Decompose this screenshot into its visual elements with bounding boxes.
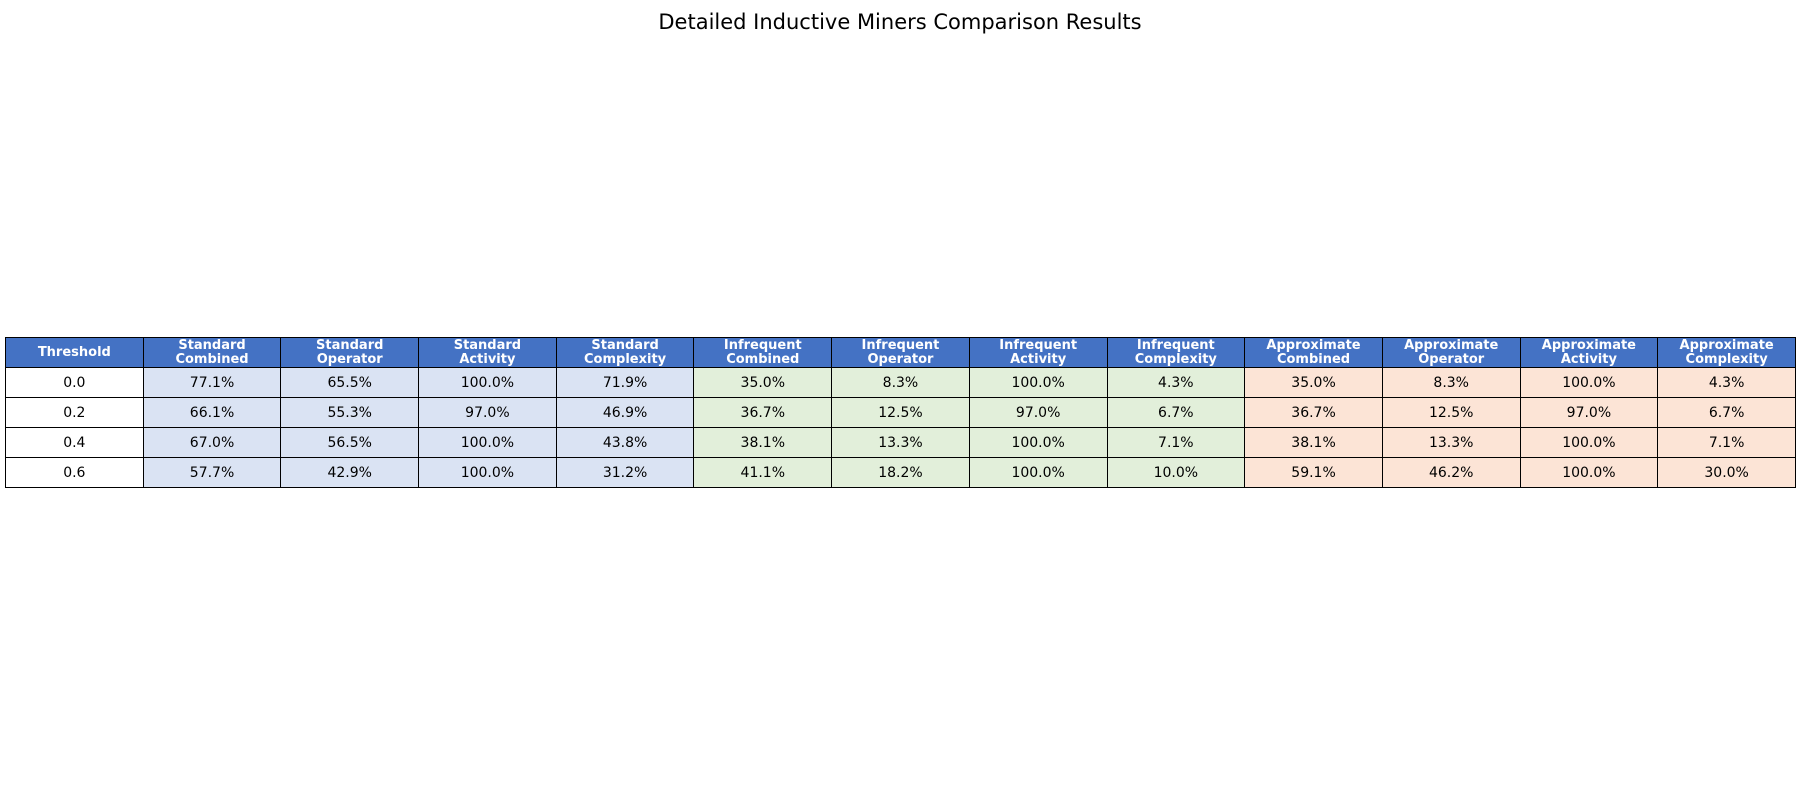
table-cell-standard: 71.9% [555,367,695,398]
table-cell-approximate: 4.3% [1657,367,1796,398]
table-cell-standard: 67.0% [142,427,282,458]
table-cell-standard: 100.0% [418,457,557,488]
column-header-line1: Approximate [1679,337,1774,353]
column-header-standard-activity: Standard Activity [418,337,557,368]
threshold-cell: 0.2 [5,397,144,428]
column-header-line2: Combined [1276,351,1351,367]
table-cell-standard: 46.9% [555,397,695,428]
column-header-infrequent-combined: Infrequent Combined [693,337,833,368]
table-body: 0.0 77.1% 65.5% 100.0% 71.9% 35.0% 8.3% 100.0% 4… [5,367,1796,488]
column-header-line1: Standard [316,337,384,353]
column-header-approximate-activity: Approximate Activity [1519,337,1659,368]
table-cell-infrequent: 36.7% [693,397,833,428]
table-cell-approximate: 38.1% [1244,427,1383,458]
column-header-standard-complexity: Standard Complexity [555,337,695,368]
column-header-infrequent-operator: Infrequent Operator [831,337,970,368]
column-header-line2: Combined [726,351,800,367]
table-cell-standard: 100.0% [418,427,557,458]
column-header-line2: Operator [867,351,934,367]
table-cell-approximate: 30.0% [1657,457,1796,488]
column-header-line2: Complexity [1134,351,1217,367]
results-table: Threshold Standard Combined Standard Operato… [5,337,1796,488]
table-cell-approximate: 46.2% [1381,457,1521,488]
table-cell-infrequent: 18.2% [831,457,970,488]
column-header-line2: Activity [1560,351,1617,367]
table-cell-standard: 31.2% [555,457,695,488]
table-cell-infrequent: 100.0% [968,367,1108,398]
table-cell-approximate: 6.7% [1657,397,1796,428]
table-cell-approximate: 8.3% [1381,367,1521,398]
table-cell-approximate: 100.0% [1519,367,1659,398]
column-header-line1: Standard [453,337,522,353]
column-header-line1: Infrequent [1136,337,1215,353]
table-row: 0.2 66.1% 55.3% 97.0% 46.9% 36.7% 12.5% 97.0% 6.… [5,397,1796,428]
threshold-cell: 0.0 [5,367,144,398]
column-header-standard-combined: Standard Combined [142,337,282,368]
table-cell-infrequent: 7.1% [1106,427,1246,458]
table-cell-infrequent: 97.0% [968,397,1108,428]
table-cell-standard: 65.5% [280,367,420,398]
table-cell-approximate: 12.5% [1381,397,1521,428]
table-cell-approximate: 97.0% [1519,397,1659,428]
table-row: 0.4 67.0% 56.5% 100.0% 43.8% 38.1% 13.3% 100.0%… [5,427,1796,458]
table-cell-approximate: 7.1% [1657,427,1796,458]
column-header-threshold: Threshold [5,337,144,368]
table-cell-infrequent: 10.0% [1106,457,1246,488]
table-cell-infrequent: 100.0% [968,457,1108,488]
table-cell-approximate: 36.7% [1244,397,1383,428]
column-header-line1: Standard [178,337,246,353]
threshold-cell: 0.4 [5,427,144,458]
column-header-line1: Approximate [1266,337,1361,353]
column-header-approximate-complexity: Approximate Complexity [1657,337,1796,368]
table-cell-standard: 100.0% [418,367,557,398]
table-cell-infrequent: 38.1% [693,427,833,458]
column-header-line1: Infrequent [861,337,940,353]
column-header-line2: Complexity [584,351,667,367]
table-cell-infrequent: 41.1% [693,457,833,488]
table-cell-standard: 43.8% [555,427,695,458]
table-cell-approximate: 59.1% [1244,457,1383,488]
column-header-line1: Standard [591,337,659,353]
table-cell-standard: 55.3% [280,397,420,428]
table-cell-approximate: 100.0% [1519,457,1659,488]
column-header-line1: Approximate [1541,337,1637,353]
table-cell-infrequent: 8.3% [831,367,970,398]
table-cell-approximate: 13.3% [1381,427,1521,458]
table-cell-standard: 42.9% [280,457,420,488]
column-header-approximate-combined: Approximate Combined [1244,337,1383,368]
table-cell-approximate: 35.0% [1244,367,1383,398]
table-cell-infrequent: 13.3% [831,427,970,458]
table-cell-infrequent: 6.7% [1106,397,1246,428]
column-header-line1: Approximate [1404,337,1499,353]
table-row: 0.0 77.1% 65.5% 100.0% 71.9% 35.0% 8.3% 100.0% 4… [5,367,1796,398]
chart-title: Detailed Inductive Miners Comparison Res… [658,10,1142,34]
column-header-line2: Complexity [1685,351,1768,367]
column-header-line2: Activity [1010,351,1067,367]
table-cell-approximate: 100.0% [1519,427,1659,458]
column-header-line1: Infrequent [723,337,802,353]
table-cell-infrequent: 100.0% [968,427,1108,458]
table-cell-standard: 66.1% [142,397,282,428]
table-cell-standard: 97.0% [418,397,557,428]
table-cell-standard: 77.1% [142,367,282,398]
table-cell-standard: 56.5% [280,427,420,458]
column-header-line2: Combined [175,351,249,367]
column-header-standard-operator: Standard Operator [280,337,420,368]
column-header-line2: Operator [1418,351,1485,367]
column-header-approximate-operator: Approximate Operator [1381,337,1521,368]
threshold-cell: 0.6 [5,457,144,488]
column-header-line2: Operator [316,351,383,367]
column-header-line1: Infrequent [999,337,1078,353]
column-header-infrequent-complexity: Infrequent Complexity [1106,337,1246,368]
table-cell-standard: 57.7% [142,457,282,488]
table-row: 0.6 57.7% 42.9% 100.0% 31.2% 41.1% 18.2% 100.0%… [5,457,1796,488]
column-header-line1: Threshold [37,344,111,360]
table-cell-infrequent: 35.0% [693,367,833,398]
table-header-row: Threshold Standard Combined Standard Operato… [5,337,1796,368]
column-header-line2: Activity [459,351,516,367]
table-cell-infrequent: 4.3% [1106,367,1246,398]
table-cell-infrequent: 12.5% [831,397,970,428]
column-header-infrequent-activity: Infrequent Activity [968,337,1108,368]
